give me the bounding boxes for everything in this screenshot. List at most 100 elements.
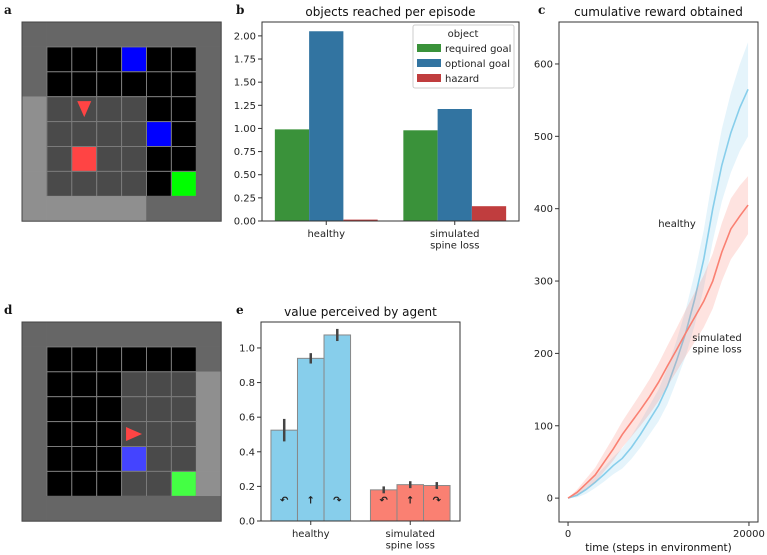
line-1 <box>567 204 749 499</box>
y-tick-label: 400 <box>534 204 553 215</box>
grid-cell <box>170 170 197 197</box>
grid-cell <box>71 470 98 497</box>
y-tick-label: 1.25 <box>234 101 256 112</box>
y-tick-label: 0.8 <box>239 378 255 389</box>
y-tick-label: 200 <box>534 349 553 360</box>
grid-cell <box>121 71 147 98</box>
series-label-healthy: healthy <box>658 219 696 230</box>
grid-cell <box>21 421 48 447</box>
grid-cell <box>96 396 123 423</box>
grid-cell <box>171 496 197 522</box>
grid-cell <box>71 396 98 423</box>
panel-letter-e: e <box>236 303 244 317</box>
grid-cell <box>121 396 147 423</box>
bar-optional-goal <box>437 109 472 221</box>
grid-cell <box>196 321 222 348</box>
grid-cell <box>121 96 147 123</box>
grid-cell <box>71 196 97 222</box>
y-tick-label: 1.0 <box>239 343 255 354</box>
grid-cell <box>96 421 123 448</box>
y-tick-label: 300 <box>534 277 553 288</box>
grid-cell <box>71 21 97 48</box>
action-arrow-icon: ↷ <box>433 496 442 507</box>
grid-cell <box>121 146 147 172</box>
grid-cell <box>96 196 122 222</box>
grid-cell <box>121 470 147 497</box>
grid-cell <box>196 21 222 48</box>
grid-cell <box>171 196 197 222</box>
x-axis-label: time (steps in environment) <box>585 542 732 554</box>
chart-title: objects reached per episode <box>305 5 475 19</box>
legend-label: hazard <box>445 74 479 85</box>
chart-cumulative-reward: cumulative reward obtained 0 100 200 300 400 5… <box>534 5 765 554</box>
grid-cell <box>146 321 172 348</box>
grid-cell <box>121 371 147 398</box>
grid-cell <box>71 170 98 197</box>
band-1 <box>568 176 749 499</box>
grid-cell <box>196 96 222 122</box>
grid-cell <box>96 496 122 522</box>
grid-cell <box>96 321 122 348</box>
grid-cell <box>21 171 48 197</box>
x-tick-label: healthy <box>292 529 330 540</box>
legend-swatch <box>417 59 441 67</box>
grid-cell <box>121 321 147 348</box>
grid-cell <box>170 346 197 373</box>
y-tick-label: 0.75 <box>234 147 256 158</box>
grid-cell <box>96 21 122 48</box>
grid-cell <box>46 46 73 73</box>
x-tick-label-line: healthy <box>307 229 345 240</box>
y-tick-label: 2.00 <box>234 31 256 42</box>
series-label-spine-loss: simulated spine loss <box>692 333 741 356</box>
x-tick-label-line: simulated <box>430 229 479 240</box>
grid-cell <box>170 371 197 398</box>
grid-cell <box>46 121 73 147</box>
grid-cell <box>146 21 172 48</box>
action-arrow-icon: ↷ <box>333 496 342 507</box>
chart-title: value perceived by agent <box>284 305 437 319</box>
grid-cell <box>21 96 48 122</box>
grid-cell <box>21 46 48 73</box>
y-tick-label: 1.50 <box>234 78 256 89</box>
grid-cell <box>46 170 73 197</box>
bar-required-goal <box>274 129 310 221</box>
panel-letter-c: c <box>538 3 545 17</box>
grid-cell <box>121 196 147 222</box>
panel-letter-b: b <box>236 3 244 17</box>
grid-cell <box>170 421 197 448</box>
axes-frame <box>558 21 759 523</box>
grid-cell <box>196 46 222 73</box>
y-tick-label: 0.0 <box>239 517 255 528</box>
x-tick-label: 20000 <box>733 529 765 540</box>
grid-cell <box>146 421 172 448</box>
bar-hazard <box>343 219 378 221</box>
grid-cell <box>121 21 147 48</box>
legend: object required goal optional goal hazard <box>412 24 515 89</box>
series-label-spine-loss-line: spine loss <box>692 345 741 356</box>
grid-cell <box>146 71 172 98</box>
grid-cell <box>146 170 172 197</box>
grid-cell <box>196 121 222 147</box>
grid-cell <box>71 146 98 172</box>
grid-cell <box>21 446 48 472</box>
grid-cell <box>170 71 197 98</box>
grid-cell <box>96 446 123 472</box>
bar <box>423 485 451 522</box>
grid-cell <box>96 71 123 98</box>
grid-cell <box>71 121 98 147</box>
gridworld-a <box>21 21 222 222</box>
grid-cell <box>71 421 98 448</box>
grid-cell <box>121 496 147 522</box>
action-arrow-icon: ↑ <box>406 496 414 507</box>
grid-cell <box>71 346 98 373</box>
panel-letter-a: a <box>4 3 12 17</box>
y-tick-label: 0.50 <box>234 170 256 181</box>
grid-cell <box>196 171 222 197</box>
y-tick-label: 600 <box>534 59 553 70</box>
legend-label: required goal <box>445 44 511 55</box>
grid-cell <box>71 46 98 73</box>
y-tick-label: 100 <box>534 421 553 432</box>
y-tick-label: 500 <box>534 132 553 143</box>
grid-cell <box>196 346 222 373</box>
